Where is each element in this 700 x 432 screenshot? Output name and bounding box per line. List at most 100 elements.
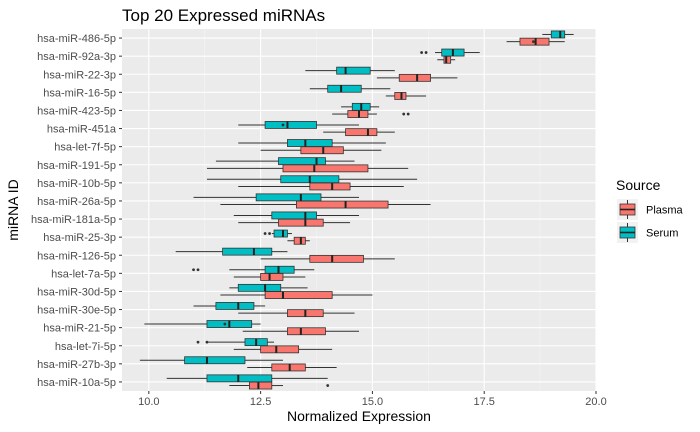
x-axis-title: Normalized Expression <box>287 408 431 424</box>
y-tick-label: hsa-let-7a-5p <box>51 268 116 280</box>
y-tick-label: hsa-miR-10b-5p <box>37 178 116 190</box>
y-tick-label: hsa-miR-181a-5p <box>31 214 116 226</box>
box-plasma <box>260 254 395 263</box>
box-plasma <box>220 291 373 299</box>
box-serum <box>233 211 359 220</box>
x-axis-ticks: 10.0 12.5 15.0 17.5 20.0 <box>138 391 607 408</box>
box-serum <box>175 247 288 256</box>
iqr-box <box>398 73 431 82</box>
x-tick-label: 12.5 <box>250 396 271 408</box>
outlier-point <box>268 232 271 235</box>
iqr-box <box>287 139 333 147</box>
x-tick-label: 10.0 <box>138 396 159 408</box>
box-serum <box>305 66 395 75</box>
legend-label: Plasma <box>646 205 684 217</box>
box-plasma <box>506 37 565 46</box>
outlier-point <box>402 112 406 116</box>
iqr-box <box>206 374 273 383</box>
legend-item-serum: Serum <box>617 222 678 243</box>
iqr-box <box>278 157 326 166</box>
y-tick-label: hsa-miR-25-3p <box>43 232 116 244</box>
x-tick-label: 20.0 <box>585 396 606 408</box>
iqr-box <box>264 265 295 274</box>
box-plasma <box>220 200 431 209</box>
box-serum <box>144 320 261 328</box>
y-tick-label: hsa-miR-126-5p <box>37 250 116 262</box>
box-serum <box>139 356 283 365</box>
x-tick-label: 15.0 <box>362 396 383 408</box>
iqr-box <box>215 302 255 310</box>
box-serum <box>229 283 308 292</box>
iqr-box <box>264 121 317 129</box>
chart-title: Top 20 Expressed miRNAs <box>122 6 325 25</box>
legend-label: Serum <box>646 228 678 240</box>
y-tick-label: hsa-miR-191-5p <box>37 160 116 172</box>
outlier-point <box>326 384 330 387</box>
outlier-point <box>281 123 285 127</box>
box-plasma <box>323 128 395 137</box>
y-tick-label: hsa-miR-10a-5p <box>37 377 116 389</box>
box-serum <box>341 102 380 111</box>
y-tick-label: hsa-miR-16-5p <box>43 87 116 99</box>
box-serum <box>215 157 355 166</box>
iqr-box <box>550 30 566 39</box>
box-serum <box>238 139 386 147</box>
iqr-box <box>282 164 369 173</box>
box-plasma <box>385 92 427 100</box>
y-axis-title: miRNA ID <box>5 179 21 240</box>
y-tick-label: hsa-miR-26a-5p <box>37 196 116 208</box>
legend: Source Plasma Serum <box>616 177 684 243</box>
iqr-box <box>327 84 362 93</box>
iqr-box <box>271 211 317 220</box>
box-serum <box>420 48 480 57</box>
iqr-box <box>293 236 306 245</box>
y-tick-label: hsa-miR-22-3p <box>43 69 116 81</box>
outlier-point <box>531 40 535 44</box>
y-tick-label: hsa-miR-451a <box>47 124 117 136</box>
outlier-point <box>192 268 195 272</box>
iqr-box <box>249 381 273 390</box>
y-tick-label: hsa-miR-486-5p <box>37 33 116 45</box>
legend-title: Source <box>616 177 661 193</box>
iqr-box <box>271 363 306 372</box>
box-serum <box>542 30 574 39</box>
outlier-point <box>196 340 200 344</box>
iqr-box <box>184 356 246 365</box>
box-plasma <box>437 55 456 64</box>
x-tick-label: 17.5 <box>473 396 494 408</box>
iqr-box <box>237 283 282 292</box>
iqr-box <box>295 200 389 209</box>
iqr-box <box>336 66 371 75</box>
box-plasma <box>242 327 359 336</box>
box-serum <box>196 338 275 347</box>
iqr-box <box>347 110 369 118</box>
iqr-box <box>260 345 300 354</box>
iqr-box <box>345 128 378 137</box>
box-plasma <box>247 363 337 372</box>
y-tick-label: hsa-let-7f-5p <box>54 142 116 154</box>
iqr-box <box>443 55 452 64</box>
box-plasma <box>233 345 333 354</box>
iqr-box <box>394 92 407 100</box>
y-axis-ticks: hsa-miR-486-5p hsa-miR-92a-3p hsa-miR-22-3… <box>31 33 122 389</box>
box-serum <box>263 229 292 238</box>
outlier-point <box>420 51 424 54</box>
y-tick-label: hsa-miR-27b-3p <box>37 359 116 371</box>
y-tick-label: hsa-miR-92a-3p <box>37 51 116 63</box>
iqr-box <box>273 229 288 238</box>
y-tick-label: hsa-miR-30e-5p <box>37 305 116 317</box>
plot-panel <box>122 29 596 391</box>
box-serum <box>193 302 266 310</box>
iqr-box <box>278 218 324 227</box>
iqr-box <box>222 247 273 256</box>
iqr-box <box>309 182 351 191</box>
box-plasma <box>287 236 310 245</box>
iqr-box <box>255 193 322 202</box>
outlier-point <box>406 112 410 116</box>
y-tick-label: hsa-miR-30d-5p <box>37 286 116 298</box>
box-plasma <box>376 73 458 82</box>
box-serum <box>206 175 418 184</box>
iqr-box <box>260 273 284 281</box>
iqr-box <box>300 146 344 155</box>
